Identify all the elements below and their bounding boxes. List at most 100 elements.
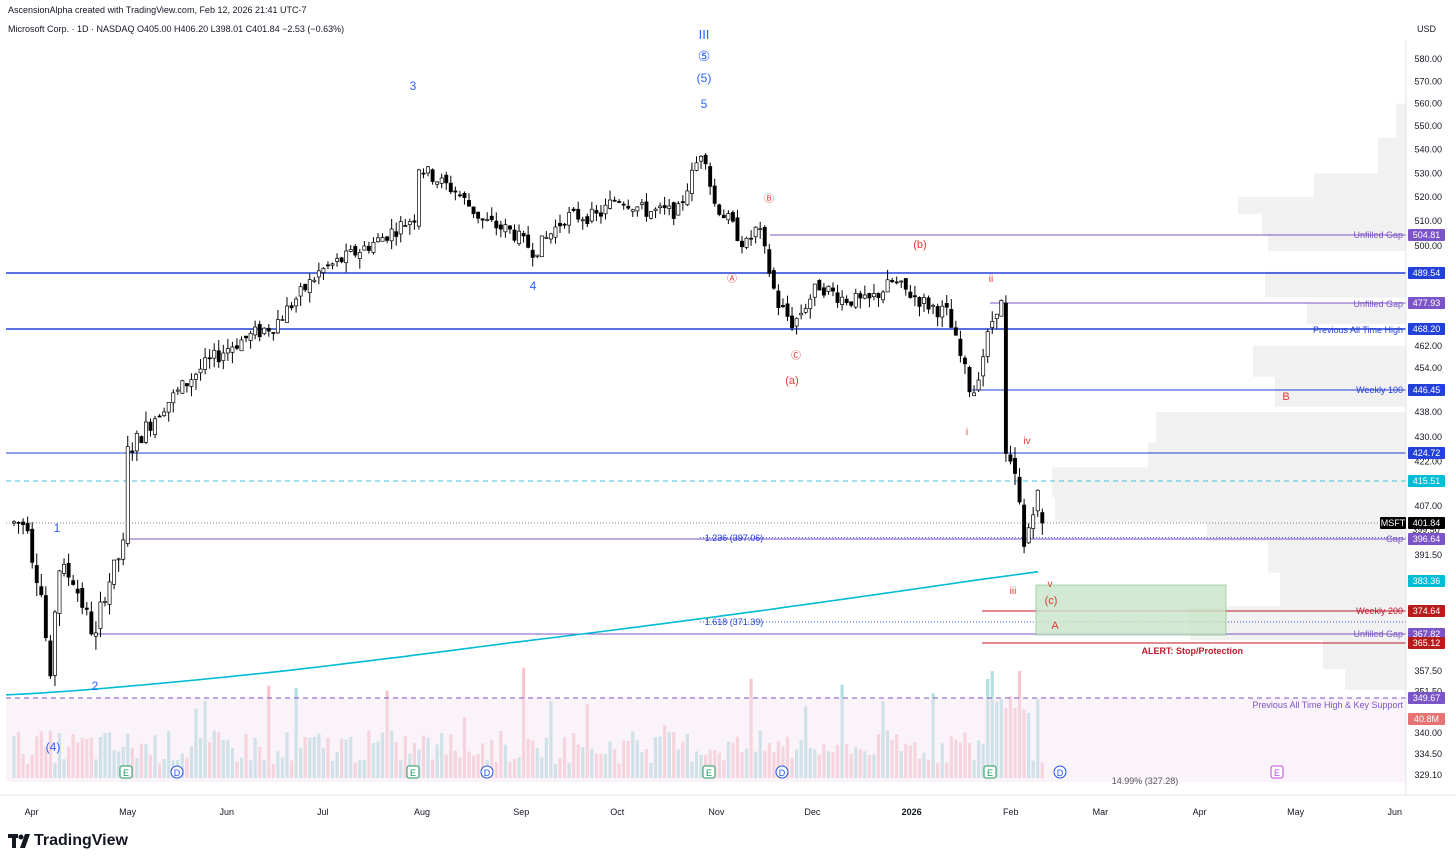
candle-body xyxy=(758,228,763,231)
candle-body xyxy=(890,280,895,283)
volume-bar xyxy=(581,747,585,778)
candle-body xyxy=(257,324,262,338)
volume-bar xyxy=(371,743,376,778)
candle-body xyxy=(130,450,135,453)
volume-bar xyxy=(280,757,285,778)
volume-bar xyxy=(603,754,608,778)
candle-body xyxy=(444,174,449,184)
volume-tag-text: 40.8M xyxy=(1414,714,1439,724)
volume-bar xyxy=(954,739,958,778)
candle-body xyxy=(767,249,772,274)
candle-body xyxy=(539,235,544,258)
candle-body xyxy=(676,203,681,216)
volume-bar xyxy=(94,759,98,778)
volume-bar xyxy=(845,744,849,778)
volume-bar xyxy=(895,734,899,778)
dividend-marker xyxy=(775,765,789,779)
price-tick-label: 454.00 xyxy=(1414,363,1442,373)
volume-bar xyxy=(208,741,212,778)
volume-bar xyxy=(835,744,840,778)
candle-body xyxy=(671,202,676,219)
candle-body xyxy=(134,433,139,452)
candle-body xyxy=(999,300,1004,317)
candle-body xyxy=(667,205,672,209)
candle-body xyxy=(621,203,626,206)
wave-label: Ⓐ xyxy=(727,273,737,285)
candle-body xyxy=(80,588,85,608)
wave-label: (4) xyxy=(46,740,61,754)
volume-bar xyxy=(12,736,16,778)
fib-label: 1.236 (397.06) xyxy=(705,533,764,543)
candle-body xyxy=(972,392,977,397)
volume-bar xyxy=(785,736,790,778)
candle-body xyxy=(435,181,440,185)
candle-body xyxy=(457,194,462,197)
candle-body xyxy=(453,190,458,193)
candle-body xyxy=(1026,527,1031,544)
volume-bar xyxy=(330,761,335,778)
candle-body xyxy=(385,236,390,241)
candle-body xyxy=(298,286,303,297)
candle-body xyxy=(262,327,267,334)
candle-body xyxy=(175,389,180,392)
candle-body xyxy=(644,201,649,217)
volume-bar xyxy=(198,737,203,778)
price-tick-label: 550.00 xyxy=(1414,121,1442,131)
earnings-marker xyxy=(702,765,716,779)
axes-layer: 580.00 570.00 560.00 550.00 540.00 530.00 520.… xyxy=(0,40,1456,817)
candle-body xyxy=(649,211,653,219)
time-tick-label: Jul xyxy=(317,807,329,817)
volume-bar xyxy=(167,730,171,778)
candle-body xyxy=(780,305,785,308)
volume-bar xyxy=(344,739,348,778)
wave-label: 1 xyxy=(54,521,61,535)
candle-body xyxy=(489,215,494,221)
volume-bar xyxy=(440,732,444,778)
volume-bar xyxy=(412,743,416,778)
volume-bar xyxy=(949,736,953,778)
volume-bar xyxy=(531,740,535,778)
level-annotation: Weekly 100 xyxy=(1356,385,1403,395)
volume-bar xyxy=(71,734,75,778)
volume-bar xyxy=(840,684,844,778)
volume-bar xyxy=(990,671,994,778)
candle-body xyxy=(289,305,294,309)
level-annotation: Weekly 200 xyxy=(1356,606,1403,616)
wave-label: 3 xyxy=(410,79,417,93)
volume-bar xyxy=(253,737,257,778)
currency-label[interactable]: USD xyxy=(1417,24,1437,34)
candle-body xyxy=(831,287,835,292)
volume-bar xyxy=(535,747,539,778)
wave-label: 4 xyxy=(530,279,537,293)
earnings-marker xyxy=(1270,765,1284,779)
volume-bar xyxy=(367,730,371,778)
volume-bar xyxy=(667,732,671,778)
candle-body xyxy=(266,327,271,332)
price-tag-text: 367.82 xyxy=(1413,629,1441,639)
volume-profile-bar xyxy=(1265,271,1406,298)
candle-body xyxy=(225,348,230,354)
volume-bar xyxy=(867,754,871,778)
fib-label: 1.618 (371.39) xyxy=(705,617,764,627)
volume-bar xyxy=(57,733,62,778)
candle-body xyxy=(339,257,344,263)
volume-profile-bar xyxy=(1207,522,1406,541)
candle-body xyxy=(885,279,890,293)
candle-body xyxy=(612,199,617,202)
candle-body xyxy=(589,208,594,222)
candle-body xyxy=(125,446,130,544)
candle-body xyxy=(371,242,376,253)
earnings-marker xyxy=(119,765,133,779)
candle-body xyxy=(498,224,503,230)
time-tick-label: Apr xyxy=(1193,807,1207,817)
candle-body xyxy=(931,304,936,307)
volume-bar xyxy=(467,751,471,778)
candle-body xyxy=(366,245,371,251)
wave-label: ⑤ xyxy=(698,48,711,64)
candle-body xyxy=(353,246,358,256)
time-tick-label: Aug xyxy=(414,807,430,817)
price-tag xyxy=(1408,605,1445,617)
volume-bar xyxy=(340,738,344,778)
tradingview-brand[interactable]: TradingView xyxy=(8,832,128,850)
